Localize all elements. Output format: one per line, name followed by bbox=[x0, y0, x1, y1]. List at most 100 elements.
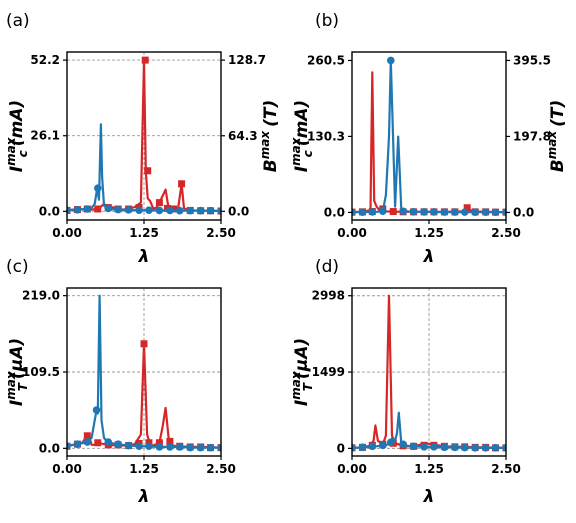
panel-3: (c) 0.00 1.25 2.50 0.0 109.5 219.0 λ ImaxT(μA) bbox=[4, 257, 236, 507]
panel-2-blue-marker bbox=[409, 208, 418, 216]
panel-1-letter: (a) bbox=[6, 11, 30, 31]
panel-2-blue-marker bbox=[358, 208, 367, 216]
panel-2-xlabel: λ bbox=[423, 247, 435, 267]
panel-3-blue-marker bbox=[186, 443, 194, 452]
x-tick-label: 2.50 bbox=[206, 226, 236, 240]
y-tick-label: 219.0 bbox=[22, 289, 60, 303]
panel-3-red-marker bbox=[166, 437, 174, 445]
panel-1-blue-marker bbox=[73, 206, 82, 214]
panel-2-series-red bbox=[352, 71, 506, 216]
panel-4-xlabel: λ bbox=[423, 487, 435, 507]
panel-1-series-blue bbox=[67, 123, 221, 215]
panel-3-blue-marker bbox=[67, 442, 71, 451]
x-tick-label: 0.00 bbox=[337, 226, 367, 240]
panel-2-blue-marker bbox=[451, 208, 459, 216]
y2-tick-label: 0.0 bbox=[228, 204, 249, 218]
panel-1-ylabel: Imaxc(mA) bbox=[4, 100, 30, 172]
panel-2-blue-marker bbox=[491, 208, 500, 217]
panel-3-red-marker bbox=[155, 439, 163, 447]
panel-3-blue-marker bbox=[124, 441, 133, 450]
panel-3-xlabel: λ bbox=[138, 487, 150, 507]
panel-3-blue-marker bbox=[155, 443, 164, 451]
panel-3-ylabel: ImaxT(μA) bbox=[4, 338, 30, 406]
panel-4: (d) 0.00 1.25 2.50 0 1499 2998 λ ImaxT(μA) bbox=[289, 257, 521, 507]
panel-1-red-marker bbox=[170, 205, 178, 213]
y-tick-label: 0.0 bbox=[324, 205, 345, 219]
panel-3-blue-marker bbox=[114, 440, 122, 448]
y-tick-label: 0 bbox=[337, 441, 345, 455]
panel-3-series-blue bbox=[67, 294, 221, 452]
panel-4-ylabel: ImaxT(μA) bbox=[289, 338, 315, 406]
panel-2-blue-marker bbox=[420, 208, 428, 216]
y-tick-label: 130.3 bbox=[307, 129, 345, 143]
y-tick-label: 26.1 bbox=[30, 129, 60, 143]
panel-2-red-line bbox=[352, 71, 506, 214]
x-tick-label: 0.00 bbox=[52, 226, 82, 240]
panel-4-ylabel-text: ImaxT(μA) bbox=[289, 338, 315, 406]
panel-4-letter: (d) bbox=[315, 257, 339, 277]
panel-1-blue-marker bbox=[94, 184, 102, 192]
panel-3-blue-marker bbox=[196, 443, 205, 452]
x-tick-label: 2.50 bbox=[206, 462, 236, 476]
panel-3-red-marker bbox=[140, 340, 148, 348]
panel-3-blue-marker bbox=[166, 443, 174, 451]
y-tick-label: 1499 bbox=[312, 365, 345, 379]
y2-tick-label: 64.3 bbox=[228, 129, 258, 143]
panel-1-y2label-text: Bmax(T) bbox=[258, 100, 281, 172]
panel-4-blue-marker bbox=[387, 438, 395, 447]
panel-2-blue-marker bbox=[387, 56, 395, 65]
panel-2: (b) 0.00 1.25 2.50 0.0 130.3 260.5 0.0 197.8 395.… bbox=[289, 11, 568, 267]
panel-1-blue-marker bbox=[175, 206, 184, 215]
panel-2-blue-marker bbox=[460, 208, 469, 216]
panel-3-blue-marker bbox=[104, 438, 113, 446]
y2-tick-label: 128.7 bbox=[228, 53, 266, 67]
panel-3-blue-marker bbox=[135, 442, 143, 451]
panel-1-blue-marker bbox=[217, 207, 221, 215]
panel-4-blue-marker bbox=[430, 443, 438, 451]
panel-2-blue-marker bbox=[481, 208, 490, 216]
panel-4-blue-marker bbox=[399, 440, 407, 449]
panel-1-blue-marker bbox=[196, 206, 205, 215]
panel-4-series-blue bbox=[352, 411, 506, 452]
panel-3-letter: (c) bbox=[6, 257, 29, 277]
panel-3-blue-marker bbox=[92, 406, 101, 414]
panel-2-ylabel: Imaxc(mA) bbox=[289, 100, 315, 172]
y-tick-label: 0.0 bbox=[39, 441, 60, 455]
x-tick-label: 1.25 bbox=[414, 226, 444, 240]
x-tick-label: 1.25 bbox=[414, 462, 444, 476]
panel-2-red-marker bbox=[389, 208, 397, 216]
panel-4-blue-marker bbox=[379, 441, 387, 450]
panel-1-blue-marker bbox=[124, 206, 133, 214]
panel-2-red-marker bbox=[463, 204, 471, 212]
panel-1-red-marker bbox=[141, 56, 149, 64]
x-tick-label: 1.25 bbox=[129, 226, 159, 240]
panel-1-y2label: Bmax(T) bbox=[258, 100, 281, 172]
panel-1-red-marker bbox=[155, 199, 163, 207]
panel-4-blue-marker bbox=[481, 444, 490, 452]
panel-2-blue-marker bbox=[368, 208, 377, 216]
panel-1-blue-marker bbox=[83, 205, 92, 213]
y2-tick-label: 0.0 bbox=[513, 205, 534, 219]
panel-3-red-marker bbox=[94, 439, 102, 447]
panel-3-blue-marker bbox=[145, 442, 153, 451]
y-tick-label: 260.5 bbox=[307, 53, 345, 67]
x-tick-label: 0.00 bbox=[52, 462, 82, 476]
y-tick-label: 52.2 bbox=[30, 53, 60, 67]
panel-4-blue-marker bbox=[491, 444, 500, 452]
y-tick-label: 109.5 bbox=[22, 365, 60, 379]
panel-1: (a) 0.00 1.25 2.50 0.0 26.1 52.2 0.0 64.3 128.7 λ I… bbox=[4, 11, 281, 267]
panel-1-blue-marker bbox=[166, 206, 174, 215]
panel-4-blue-marker bbox=[352, 444, 356, 452]
panel-1-blue-marker bbox=[155, 206, 164, 215]
panel-3-blue-marker bbox=[83, 438, 92, 446]
panel-1-blue-marker bbox=[186, 206, 194, 215]
panel-2-blue-marker bbox=[471, 208, 480, 216]
panel-3-blue-marker bbox=[175, 443, 184, 451]
panel-1-red-marker bbox=[178, 180, 186, 188]
x-tick-label: 0.00 bbox=[337, 462, 367, 476]
panel-4-blue-marker bbox=[420, 443, 428, 451]
panel-1-ylabel-text: Imaxc(mA) bbox=[4, 100, 30, 172]
panel-4-blue-marker bbox=[460, 443, 469, 452]
x-tick-label: 2.50 bbox=[491, 226, 521, 240]
panel-2-blue-marker bbox=[399, 207, 407, 216]
